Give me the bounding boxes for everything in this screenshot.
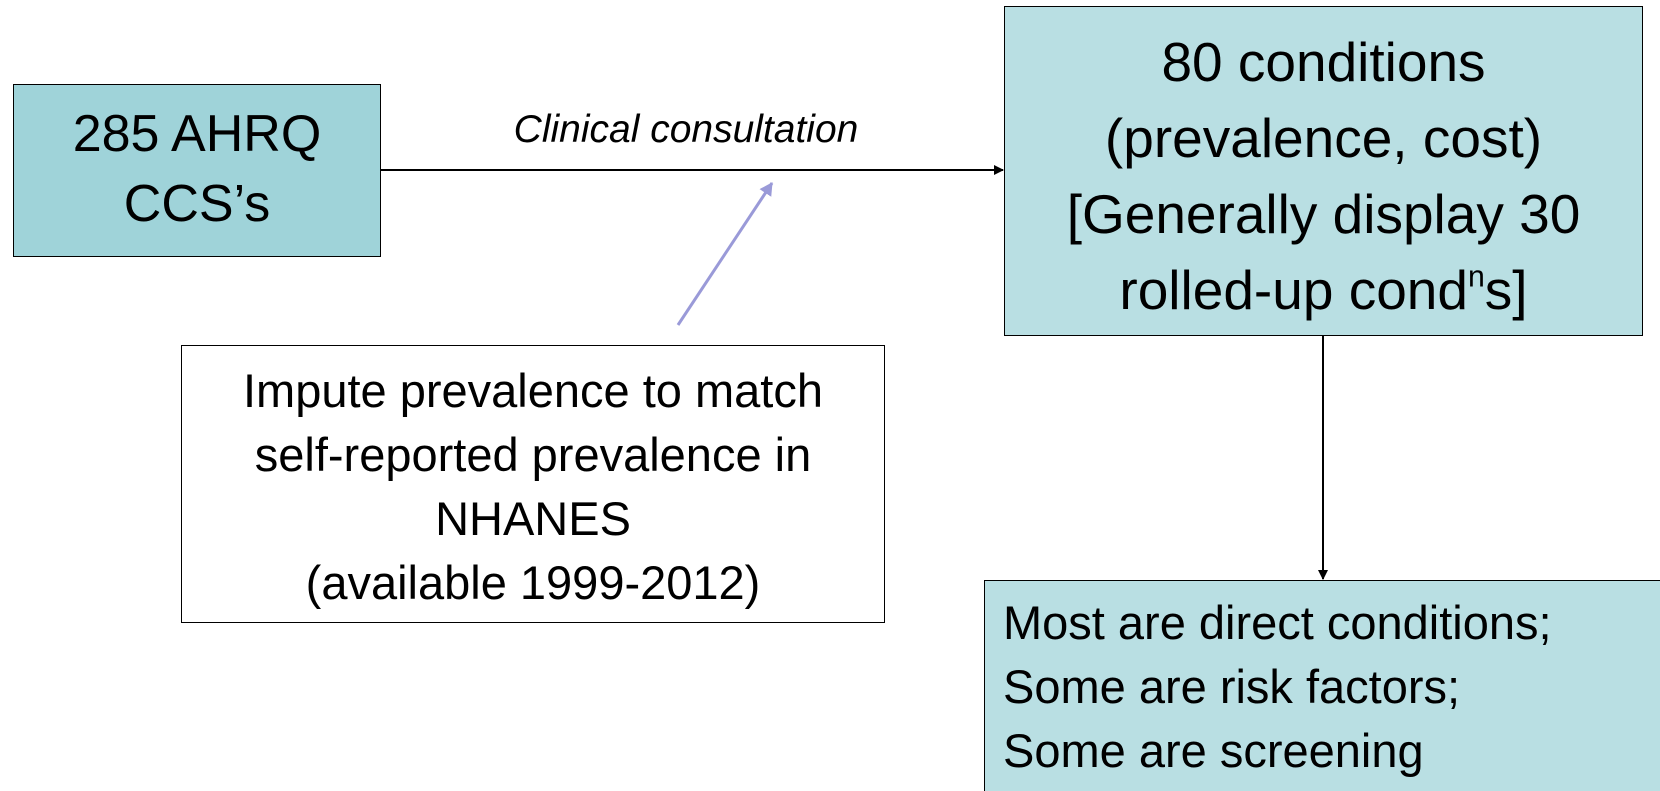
node-text: Impute prevalence to match: [243, 364, 823, 417]
node: 80 conditions (prevalence, cost) [Genera…: [1004, 6, 1643, 336]
node-text: Most are direct conditions;: [1003, 596, 1552, 649]
node-text: rolled-up condns]: [1005, 252, 1642, 328]
arrow: [676, 182, 774, 326]
node-text: 285 AHRQ: [72, 105, 322, 163]
node-text: 80 conditions: [1161, 31, 1486, 93]
node-text: Some are screening: [1003, 724, 1424, 777]
node-text: Some are risk factors;: [1003, 660, 1461, 713]
node-text: (available 1999-2012): [305, 556, 761, 609]
superscript: n: [1467, 260, 1485, 294]
node-text: self-reported prevalence in: [254, 428, 812, 481]
text-part: rolled-up cond: [1119, 259, 1468, 321]
edge-label: Clinical consultation: [513, 108, 859, 151]
node-text: [Generally display 30: [1066, 183, 1581, 245]
node-text: NHANES: [435, 492, 631, 545]
node: Most are direct conditions; Some are ris…: [984, 580, 1660, 791]
text-part: s]: [1484, 259, 1528, 321]
node-text: CCS’s: [123, 175, 271, 233]
node: 285 AHRQ CCS’s: [13, 84, 381, 257]
node-text: (prevalence, cost): [1104, 107, 1543, 169]
node: Impute prevalence to match self-reported…: [181, 345, 885, 623]
